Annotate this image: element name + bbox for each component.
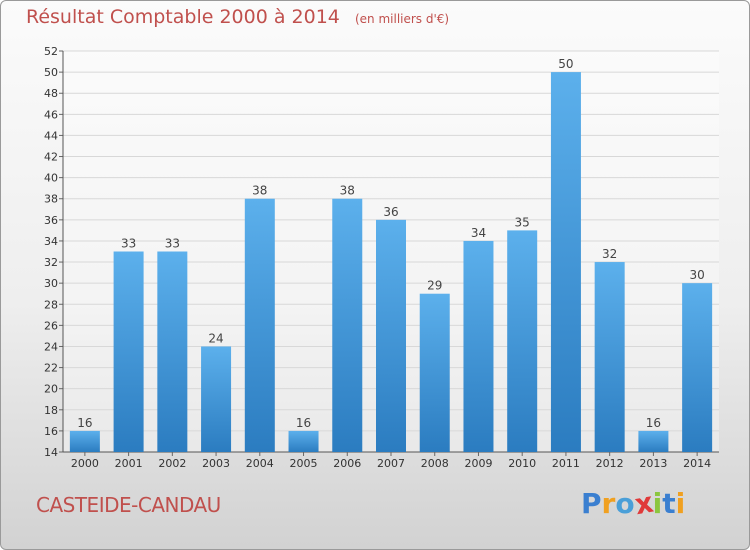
logo-letter: t [662, 487, 676, 520]
y-tick-label: 16 [44, 425, 58, 438]
x-tick-label: 2003 [202, 457, 230, 470]
title-row: Résultat Comptable 2000 à 2014 (en milli… [26, 6, 449, 28]
data-label: 50 [558, 57, 573, 71]
bar [463, 240, 494, 452]
logo-letter: i [652, 487, 663, 520]
y-tick-label: 52 [44, 45, 58, 58]
data-label: 33 [121, 237, 136, 251]
y-tick-label: 34 [44, 235, 58, 248]
data-label: 32 [602, 247, 617, 261]
data-label: 38 [340, 184, 355, 198]
data-label: 34 [471, 226, 486, 240]
chart-subtitle: (en milliers d'€) [354, 12, 450, 26]
x-tick-label: 2000 [71, 457, 99, 470]
logo-letter: o [615, 487, 635, 520]
data-label: 16 [296, 416, 311, 430]
y-tick-label: 26 [44, 319, 58, 332]
data-label: 16 [646, 416, 661, 430]
data-label: 29 [427, 279, 442, 293]
y-tick-label: 22 [44, 362, 58, 375]
data-label: 35 [515, 215, 530, 229]
y-tick-label: 44 [44, 129, 58, 142]
bar [507, 230, 538, 452]
x-tick-label: 2012 [596, 457, 624, 470]
bar [244, 198, 275, 452]
y-tick-label: 40 [44, 172, 58, 185]
y-tick-label: 24 [44, 340, 58, 353]
data-label: 33 [165, 237, 180, 251]
y-tick-label: 18 [44, 404, 58, 417]
bar [288, 430, 319, 452]
bar [157, 251, 188, 452]
data-label: 24 [208, 331, 223, 345]
x-tick-label: 2009 [464, 457, 492, 470]
bar [376, 219, 406, 452]
x-tick-label: 2001 [115, 457, 143, 470]
bar [550, 72, 581, 453]
y-tick-label: 48 [44, 87, 58, 100]
town-name: CASTEIDE-CANDAU [36, 493, 221, 517]
x-tick-label: 2011 [552, 457, 580, 470]
y-tick-label: 20 [44, 383, 58, 396]
bar [682, 283, 713, 452]
logo-letter: P [581, 487, 602, 520]
x-tick-label: 2010 [508, 457, 536, 470]
bar [419, 293, 450, 452]
logo-letter: i [675, 487, 686, 520]
x-tick-label: 2006 [333, 457, 361, 470]
bar [594, 262, 625, 452]
y-tick-label: 46 [44, 108, 58, 121]
bar [69, 430, 100, 452]
y-tick-label: 14 [44, 446, 58, 459]
y-tick-label: 50 [44, 66, 58, 79]
data-label: 36 [383, 205, 398, 219]
x-tick-label: 2007 [377, 457, 405, 470]
y-tick-label: 42 [44, 151, 58, 164]
y-tick-label: 30 [44, 277, 58, 290]
bar [332, 198, 363, 452]
x-tick-label: 2014 [683, 457, 711, 470]
logo-letter: r [601, 487, 616, 520]
bar [638, 430, 669, 452]
x-tick-label: 2005 [290, 457, 318, 470]
y-tick-label: 28 [44, 298, 58, 311]
x-tick-label: 2002 [158, 457, 186, 470]
proxiti-logo: Proxiti [581, 486, 686, 522]
bar [113, 251, 144, 452]
chart-title: Résultat Comptable 2000 à 2014 [26, 6, 340, 28]
bar [201, 346, 232, 452]
x-tick-label: 2008 [421, 457, 449, 470]
y-tick-label: 36 [44, 214, 58, 227]
y-tick-label: 32 [44, 256, 58, 269]
data-label: 30 [689, 268, 704, 282]
data-label: 38 [252, 184, 267, 198]
x-tick-label: 2004 [246, 457, 274, 470]
data-label: 16 [77, 416, 92, 430]
x-tick-label: 2013 [639, 457, 667, 470]
y-tick-label: 38 [44, 193, 58, 206]
